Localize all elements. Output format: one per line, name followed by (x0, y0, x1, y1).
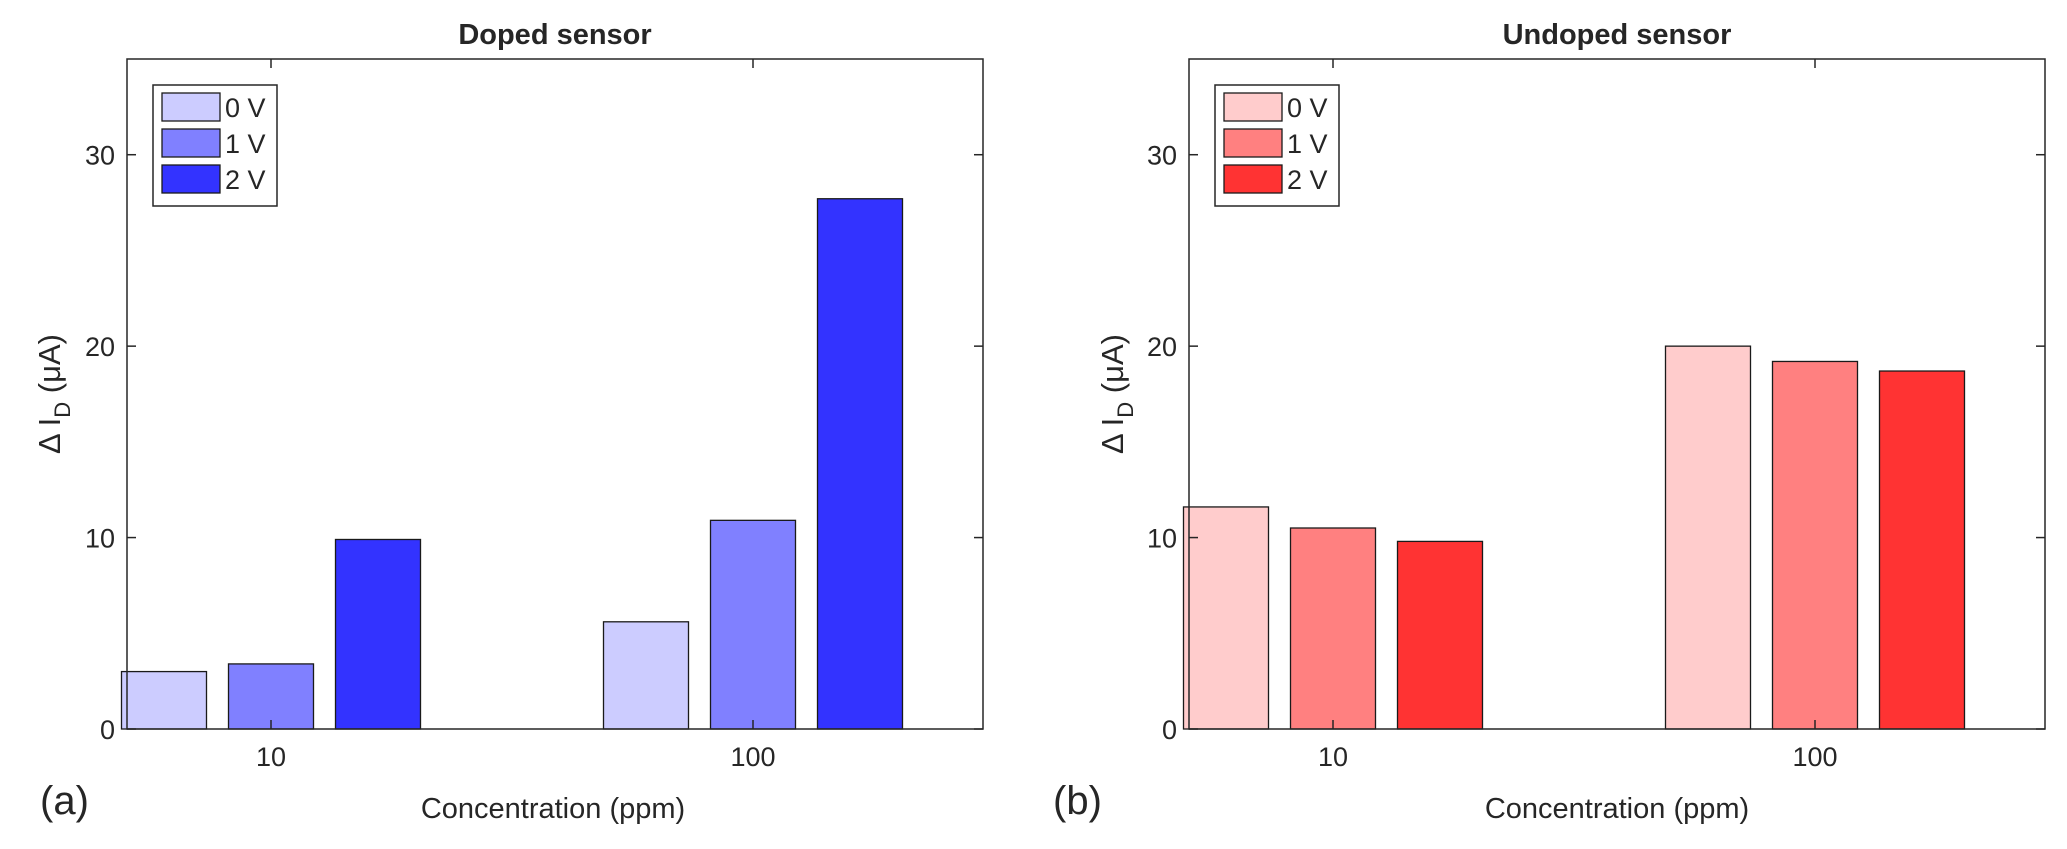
panel-label: (a) (40, 779, 89, 823)
legend-items: 0 V 1 V 2 V (161, 92, 266, 195)
bar-10-0v (120, 670, 208, 730)
legend-swatch (161, 164, 221, 194)
legend-label: 1 V (225, 129, 266, 159)
legend-label: 1 V (1287, 129, 1328, 159)
bar-100-0v (602, 621, 690, 730)
x-tick-label: 100 (730, 742, 775, 772)
bar-10-1v (1289, 527, 1377, 730)
x-axis-label: Concentration (ppm) (1485, 793, 1749, 825)
x-axis-label: Concentration (ppm) (421, 793, 685, 825)
y-tick-label: 10 (1147, 524, 1177, 554)
y-label-subscript: D (1113, 402, 1138, 418)
legend: 0 V 1 V 2 V (1214, 84, 1340, 207)
bar-10-2v (334, 538, 422, 730)
y-tick-label: 20 (85, 332, 115, 362)
y-tick-label: 0 (100, 715, 115, 745)
y-label-suffix: (μA) (1095, 334, 1130, 402)
y-tick-label: 0 (1162, 715, 1177, 745)
y-tick-label: 20 (1147, 332, 1177, 362)
legend-swatch (161, 128, 221, 158)
chart-title: Doped sensor (458, 19, 651, 51)
bars (120, 198, 904, 730)
legend-label: 2 V (1287, 165, 1328, 195)
legend-label: 0 V (225, 93, 266, 123)
y-tick-label: 30 (1147, 141, 1177, 171)
y-label-prefix: Δ I (1095, 418, 1130, 454)
y-axis-label: Δ ID (μA) (32, 334, 75, 454)
x-tick-label: 100 (1792, 742, 1837, 772)
legend-swatch (1223, 128, 1283, 158)
x-tick-label: 10 (256, 742, 286, 772)
axes-box (126, 58, 984, 730)
bar-10-2v (1396, 540, 1484, 730)
panel-undoped-sensor: Undoped sensor 0 10 20 30 10 100 Concentrati… (1053, 19, 2046, 825)
bar-10-0v (1182, 506, 1270, 730)
y-label-subscript: D (50, 402, 75, 418)
axes-box (1188, 58, 2046, 730)
panel-doped-sensor: Doped sensor 0 10 20 30 10 100 Concentration… (32, 19, 984, 825)
y-axis-ticks: 0 10 20 30 (85, 141, 983, 745)
legend-items: 0 V 1 V 2 V (1223, 92, 1328, 195)
legend-swatch (1223, 92, 1283, 122)
bar-100-1v (709, 519, 797, 730)
y-tick-label: 30 (85, 141, 115, 171)
bar-10-1v (227, 663, 315, 730)
bar-100-0v (1664, 345, 1752, 730)
legend: 0 V 1 V 2 V (152, 84, 278, 207)
panel-label: (b) (1053, 779, 1102, 823)
legend-label: 2 V (225, 165, 266, 195)
y-tick-label: 10 (85, 524, 115, 554)
x-tick-label: 10 (1318, 742, 1348, 772)
legend-swatch (161, 92, 221, 122)
x-axis-ticks: 10 100 (1318, 59, 1838, 772)
legend-swatch (1223, 164, 1283, 194)
bars (1182, 345, 1966, 730)
x-axis-ticks: 10 100 (256, 59, 776, 772)
legend-label: 0 V (1287, 93, 1328, 123)
chart-title: Undoped sensor (1503, 19, 1732, 51)
bar-100-1v (1771, 360, 1859, 730)
bar-100-2v (816, 198, 904, 730)
y-label-prefix: Δ I (32, 418, 67, 454)
y-axis-ticks: 0 10 20 30 (1147, 141, 2045, 745)
y-label-suffix: (μA) (32, 334, 67, 402)
y-axis-label: Δ ID (μA) (1095, 334, 1138, 454)
bar-100-2v (1878, 370, 1966, 730)
